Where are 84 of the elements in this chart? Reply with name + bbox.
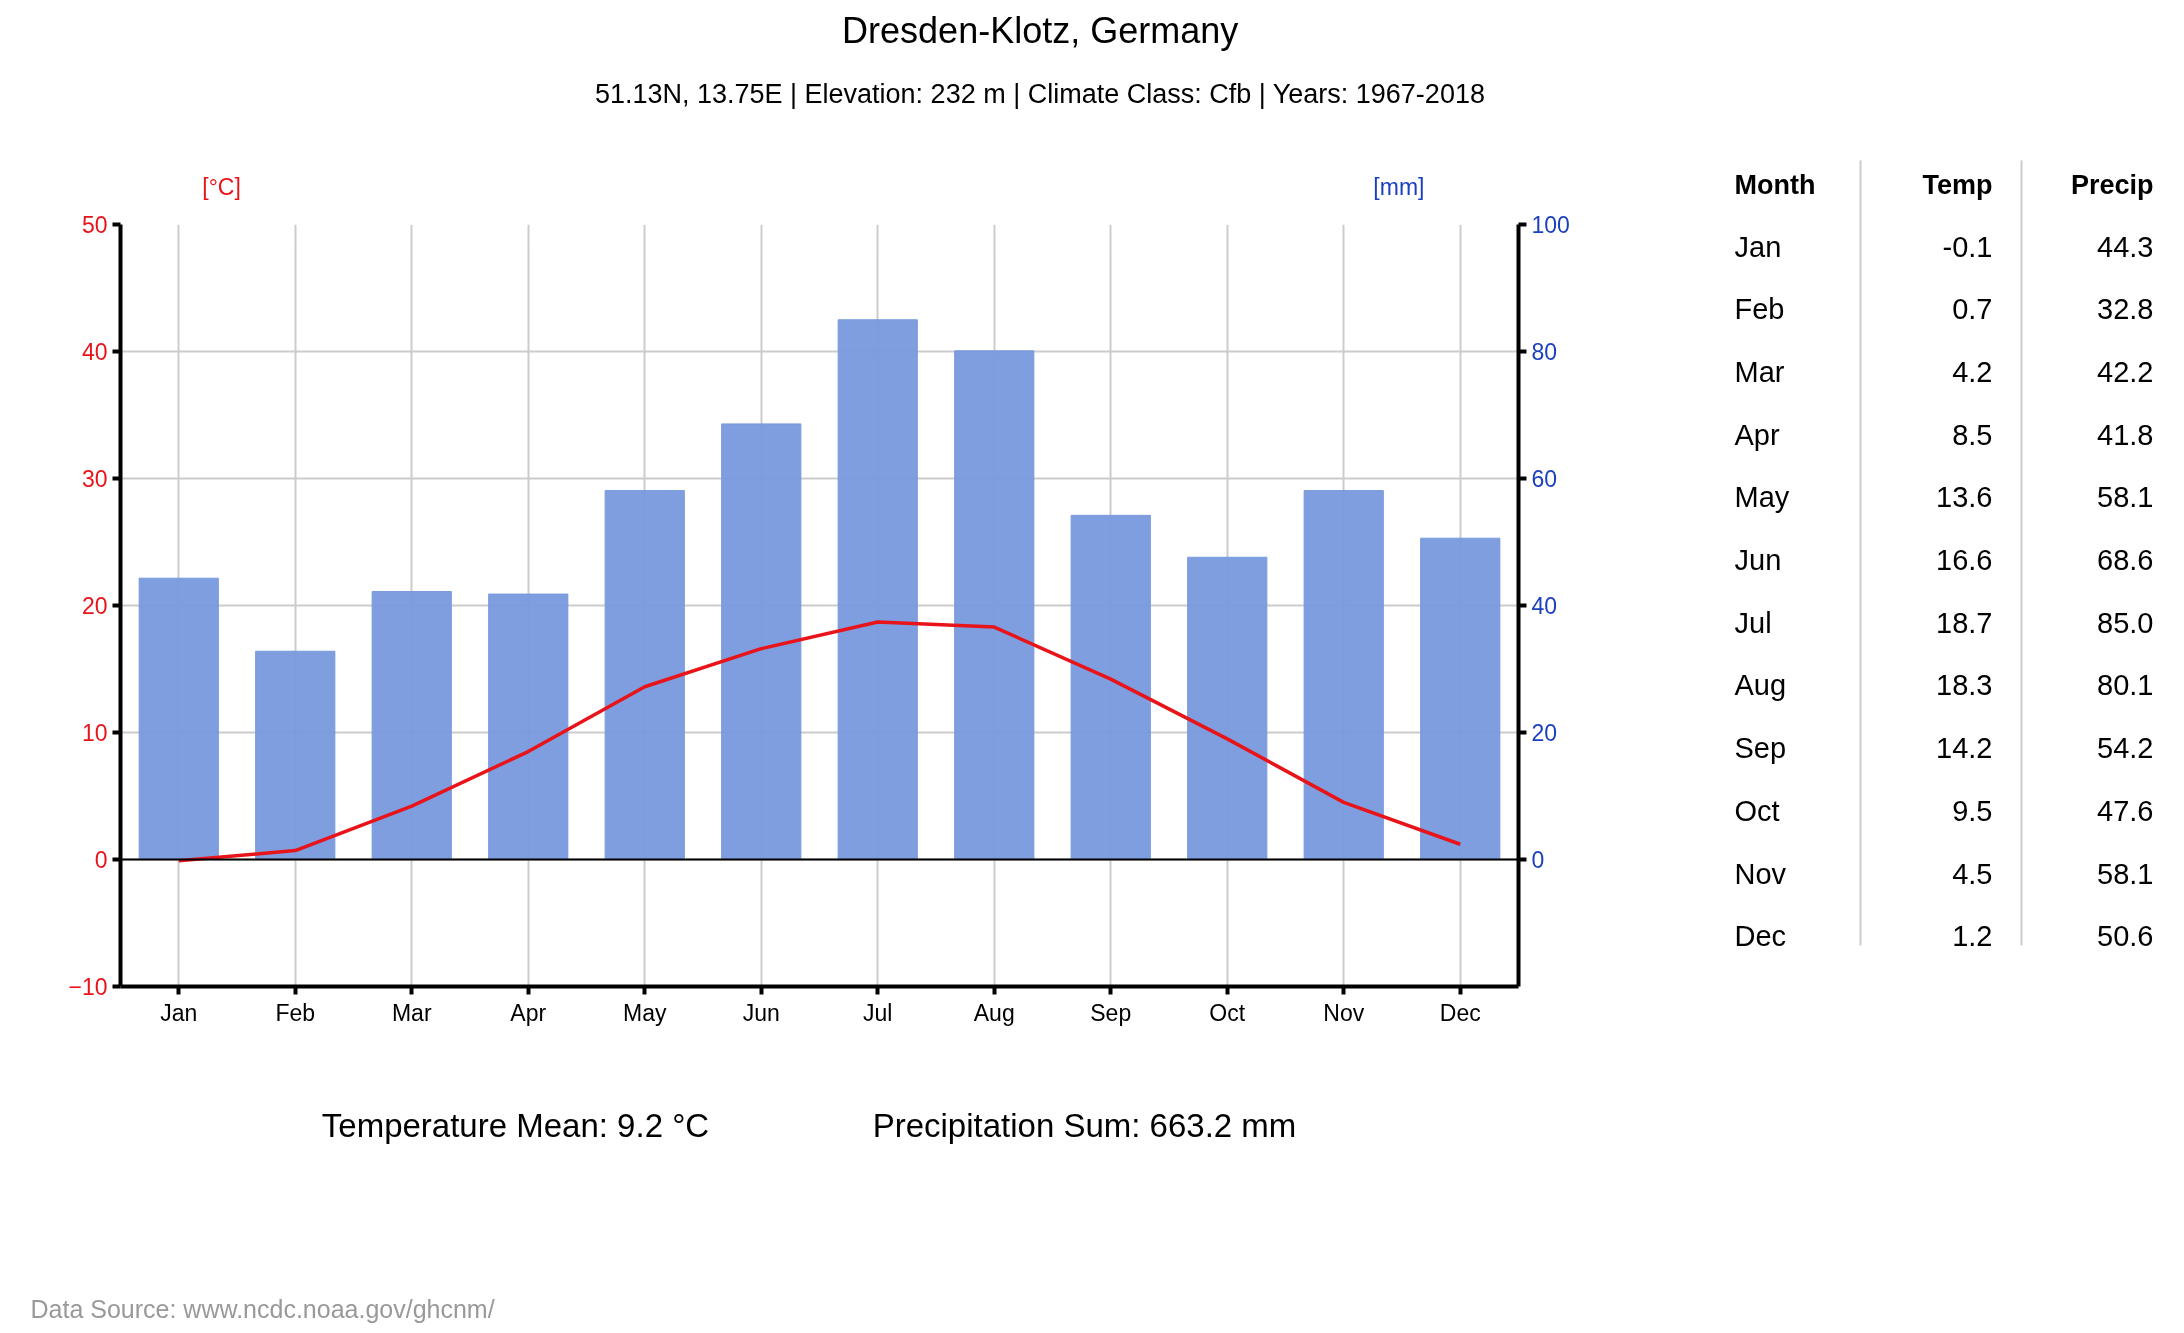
x-tick-label: Dec xyxy=(1439,999,1481,1026)
bar xyxy=(604,490,685,860)
chart-subtitle: 51.13N, 13.75E | Elevation: 232 m | Climate Class: Cfb | Years: 1967-2018 xyxy=(594,78,1485,109)
data-label: 42.2 xyxy=(2097,355,2154,388)
data-label: 13.6 xyxy=(1936,481,1993,514)
data-label: 18.7 xyxy=(1936,606,1993,639)
line-series xyxy=(177,620,1462,863)
y2-tick-label: 40 xyxy=(1531,593,1558,619)
bar xyxy=(371,591,452,860)
data-label: 4.5 xyxy=(1952,857,1993,890)
bar xyxy=(1187,556,1268,860)
data-label: 1.2 xyxy=(1952,920,1993,953)
chart-title: Dresden-Klotz, Germany xyxy=(842,10,1239,51)
data-label: 47.6 xyxy=(2097,794,2154,827)
text: Precipitation Sum: 663.2 mm xyxy=(872,1107,1297,1144)
category-label: Jun xyxy=(1734,544,1782,576)
y-axis-title: [°C] xyxy=(202,173,241,200)
data-label: 68.6 xyxy=(2097,544,2154,576)
data-label: 14.2 xyxy=(1936,732,1993,765)
y-tick-label: 50 xyxy=(81,212,108,238)
category-label: Sep xyxy=(1734,732,1787,765)
data-label: 58.1 xyxy=(2097,857,2154,890)
x-tick-label: Apr xyxy=(510,999,547,1026)
source-note: Data Source: www.ncdc.noaa.gov/ghcnm/ xyxy=(30,1294,495,1323)
text: Temperature Mean: 9.2 °C xyxy=(321,1107,710,1144)
data-label: -0.1 xyxy=(1942,230,1993,263)
y-tick-label: −10 xyxy=(68,974,108,1000)
x-tick-label: Feb xyxy=(275,999,316,1026)
data-label: 80.1 xyxy=(2097,669,2154,702)
data-label: 41.8 xyxy=(2097,418,2154,451)
bar xyxy=(138,577,219,860)
data-label: 85.0 xyxy=(2097,606,2154,639)
category-label: May xyxy=(1734,481,1790,514)
y-tick-label: 30 xyxy=(81,466,108,492)
text: Precip xyxy=(2070,169,2154,200)
y-tick-label: 0 xyxy=(94,847,108,873)
y2-tick-label: 60 xyxy=(1531,466,1558,492)
x-tick-label: Jul xyxy=(863,999,893,1026)
data-label: 0.7 xyxy=(1952,293,1993,326)
y-tick-label: 10 xyxy=(81,720,108,746)
bar xyxy=(954,350,1035,860)
bar xyxy=(721,423,802,860)
y2-tick-label: 0 xyxy=(1531,847,1545,873)
bar xyxy=(837,319,918,860)
x-tick-label: Sep xyxy=(1090,999,1132,1026)
category-label: Feb xyxy=(1734,293,1785,326)
bar xyxy=(488,593,569,860)
category-label: Mar xyxy=(1734,355,1785,388)
x-tick-label: May xyxy=(623,999,667,1026)
data-label: 58.1 xyxy=(2097,481,2154,514)
x-tick-label: Oct xyxy=(1209,999,1246,1026)
bar xyxy=(1420,537,1501,860)
x-tick-label: Jan xyxy=(160,999,198,1026)
y2-axis-title: [mm] xyxy=(1373,173,1425,200)
data-label: 16.6 xyxy=(1936,544,1993,576)
data-label: 44.3 xyxy=(2097,230,2154,263)
category-label: Dec xyxy=(1734,920,1787,953)
data-label: 4.2 xyxy=(1952,355,1993,388)
text: Month xyxy=(1734,169,1816,200)
data-label: 9.5 xyxy=(1952,794,1993,827)
series-label: Temp xyxy=(1922,169,1993,200)
data-label: 18.3 xyxy=(1936,669,1993,702)
bar xyxy=(255,650,336,860)
bar xyxy=(1303,490,1384,860)
bar xyxy=(1070,514,1151,860)
x-tick-label: Nov xyxy=(1323,999,1365,1026)
category-label: Nov xyxy=(1734,857,1787,890)
y2-tick-label: 100 xyxy=(1531,212,1570,238)
y-tick-label: 40 xyxy=(81,339,108,365)
data-label: 54.2 xyxy=(2097,732,2154,765)
data-label: 8.5 xyxy=(1952,418,1993,451)
category-label: Aug xyxy=(1734,669,1787,702)
data-label: 50.6 xyxy=(2097,920,2154,953)
y2-tick-label: 20 xyxy=(1531,720,1558,746)
category-label: Jul xyxy=(1734,606,1772,639)
data-label: 32.8 xyxy=(2097,293,2154,326)
category-label: Jan xyxy=(1734,230,1782,263)
y-tick-label: 20 xyxy=(81,593,108,619)
x-tick-label: Jun xyxy=(742,999,780,1026)
category-label: Apr xyxy=(1734,418,1780,451)
category-label: Oct xyxy=(1734,794,1780,827)
y2-tick-label: 80 xyxy=(1531,339,1558,365)
x-tick-label: Mar xyxy=(391,999,432,1026)
x-tick-label: Aug xyxy=(973,999,1015,1026)
